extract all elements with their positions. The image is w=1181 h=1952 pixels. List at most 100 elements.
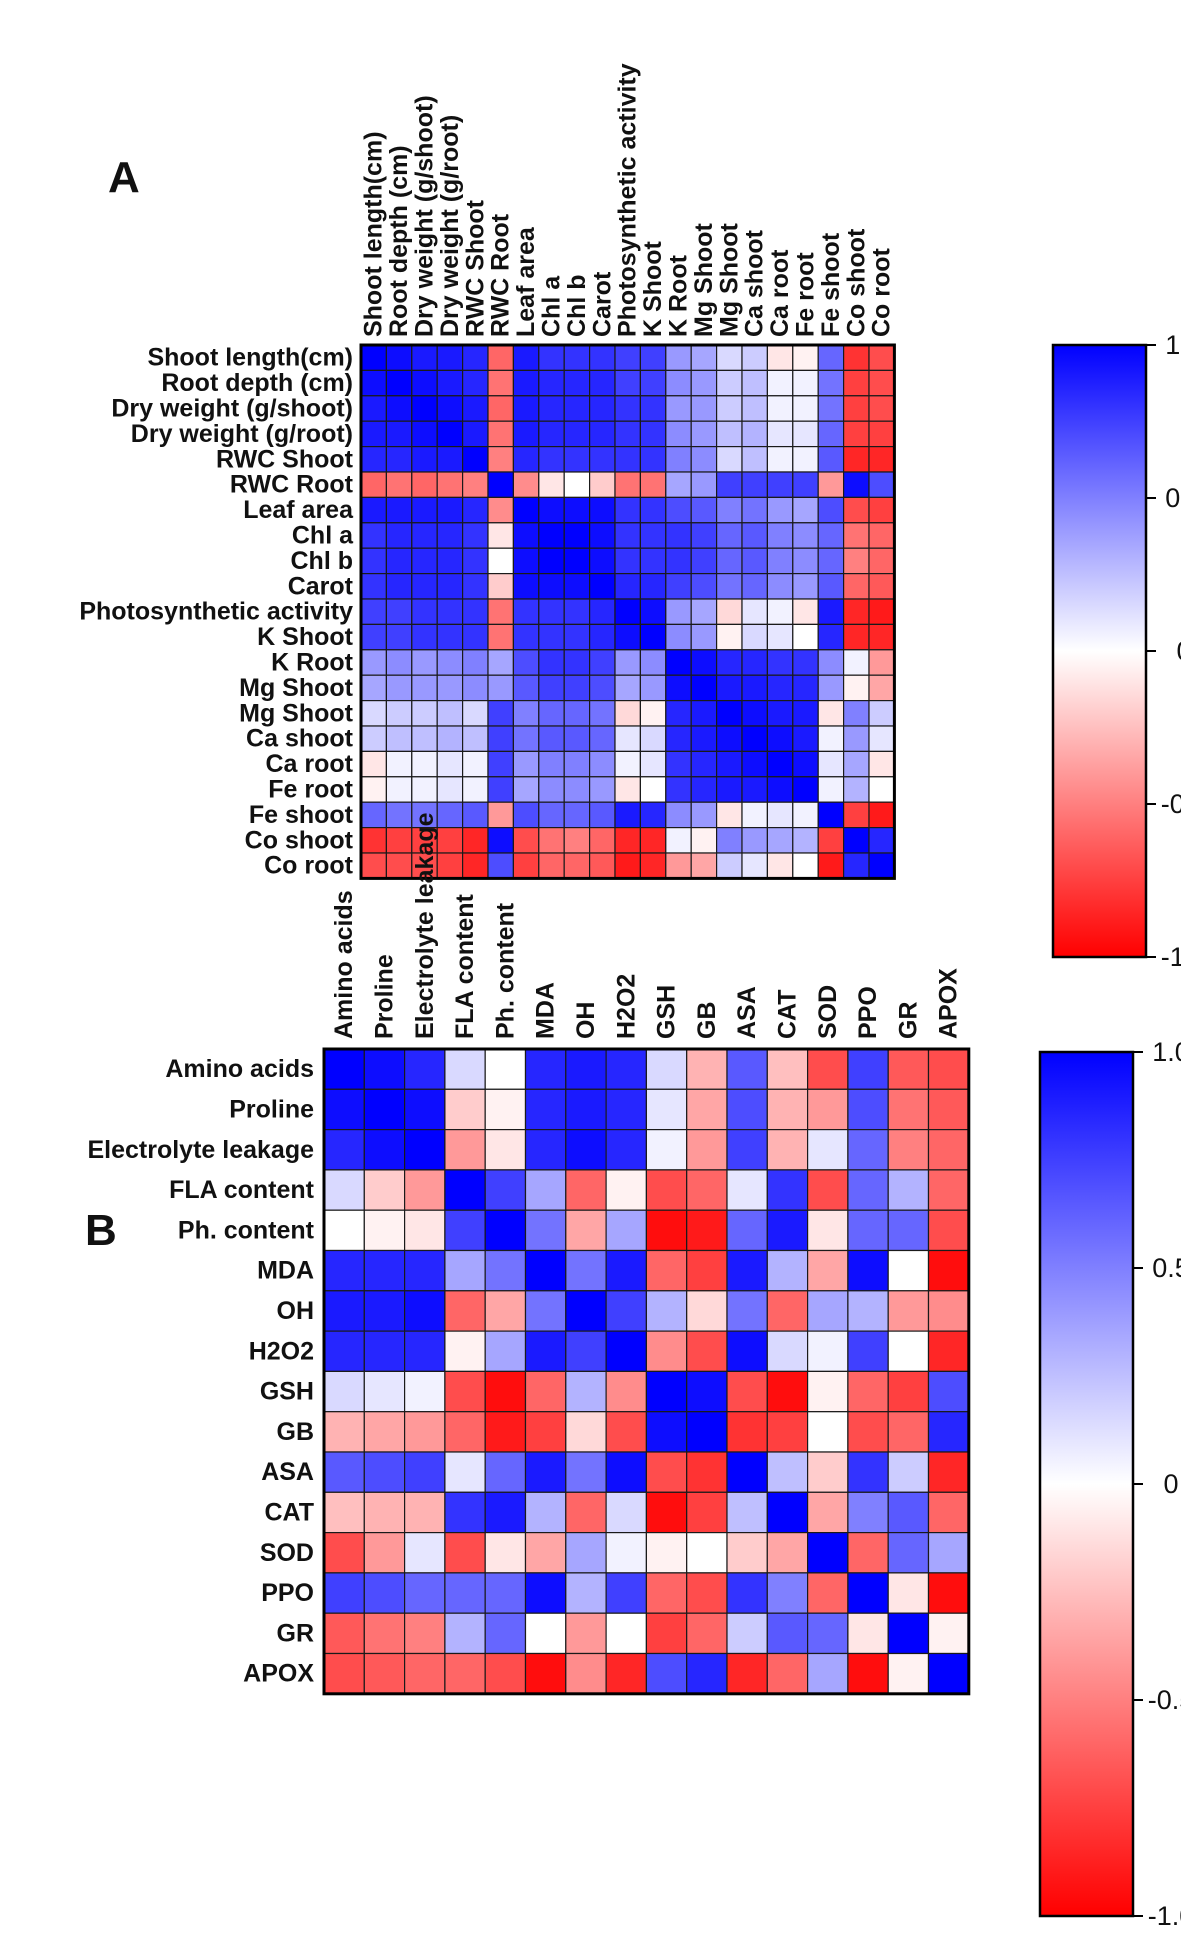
heatmap-cell bbox=[817, 572, 845, 600]
heatmap-cell bbox=[385, 496, 413, 524]
heatmap-cell bbox=[766, 522, 794, 549]
row-label: PPO bbox=[261, 1579, 314, 1607]
heatmap-cell bbox=[404, 1612, 446, 1655]
heatmap-cell bbox=[484, 1048, 527, 1090]
heatmap-cell bbox=[404, 1209, 446, 1252]
column-label: Amino acids bbox=[330, 890, 358, 1039]
heatmap-cell bbox=[614, 852, 641, 879]
row-label: APOX bbox=[243, 1660, 314, 1688]
heatmap-cell bbox=[385, 344, 413, 371]
heatmap-cell bbox=[385, 826, 413, 854]
heatmap-cell bbox=[715, 750, 743, 778]
heatmap-cell bbox=[411, 446, 438, 473]
heatmap-cell bbox=[792, 776, 819, 803]
heatmap-cell bbox=[817, 776, 845, 803]
column-label: H2O2 bbox=[612, 974, 640, 1039]
heatmap-cell bbox=[363, 1048, 406, 1090]
heatmap-cell bbox=[462, 801, 489, 829]
heatmap-cell bbox=[538, 801, 565, 829]
heatmap-cell bbox=[817, 623, 845, 651]
heatmap-cell bbox=[847, 1330, 889, 1372]
heatmap-cell bbox=[436, 674, 464, 702]
heatmap-cell bbox=[360, 446, 387, 473]
heatmap-cell bbox=[726, 1048, 768, 1090]
column-label: Carot bbox=[588, 271, 616, 337]
column-label: Chl a bbox=[538, 275, 566, 337]
heatmap-cell bbox=[715, 801, 743, 829]
row-label: FLA content bbox=[169, 1176, 315, 1204]
heatmap-cell bbox=[588, 801, 616, 829]
heatmap-cell bbox=[806, 1411, 849, 1453]
heatmap-cell bbox=[817, 674, 845, 702]
heatmap-cell bbox=[690, 826, 718, 854]
heatmap-cell bbox=[686, 1088, 728, 1131]
row-label: Fe shoot bbox=[249, 801, 354, 829]
column-label: Dry weight (g/root) bbox=[436, 115, 464, 337]
heatmap-cell bbox=[842, 547, 870, 575]
heatmap-cell bbox=[323, 1249, 365, 1292]
heatmap-cell bbox=[690, 420, 718, 448]
heatmap-cell bbox=[726, 1169, 768, 1211]
column-label: GR bbox=[894, 1002, 922, 1040]
column-label: Fe root bbox=[792, 252, 820, 337]
heatmap-cell bbox=[484, 1088, 527, 1131]
heatmap-cell bbox=[806, 1491, 849, 1534]
row-label: GB bbox=[277, 1418, 315, 1446]
heatmap-cell bbox=[385, 649, 413, 676]
row-label: K Shoot bbox=[257, 623, 353, 651]
heatmap-cell bbox=[385, 420, 413, 448]
column-label: PPO bbox=[854, 986, 882, 1039]
heatmap-cell bbox=[927, 1411, 970, 1453]
column-label: Photosynthetic activity bbox=[614, 63, 642, 337]
row-label: Proline bbox=[229, 1095, 314, 1123]
heatmap-cell bbox=[842, 446, 870, 473]
heatmap-cell bbox=[411, 776, 438, 803]
heatmap-cell bbox=[741, 750, 768, 778]
heatmap-cell bbox=[868, 750, 895, 778]
heatmap-cell bbox=[639, 547, 667, 575]
heatmap-cell bbox=[792, 674, 819, 702]
heatmap-cell bbox=[487, 522, 514, 549]
heatmap-cell bbox=[927, 1290, 970, 1332]
heatmap-cell bbox=[404, 1451, 446, 1493]
heatmap-cell bbox=[927, 1451, 970, 1493]
heatmap-cell bbox=[565, 1169, 607, 1211]
heatmap-cell bbox=[690, 699, 718, 727]
heatmap-cell bbox=[614, 496, 641, 524]
heatmap-cell bbox=[444, 1169, 486, 1211]
heatmap-cell bbox=[411, 471, 438, 498]
heatmap-cell bbox=[588, 623, 616, 651]
heatmap-cell bbox=[411, 420, 438, 448]
heatmap-cell bbox=[690, 725, 718, 752]
row-label: Co shoot bbox=[245, 826, 354, 854]
heatmap-cell bbox=[565, 1572, 607, 1614]
heatmap-cell bbox=[404, 1330, 446, 1372]
heatmap-cell bbox=[565, 1411, 607, 1453]
heatmap-cell bbox=[842, 699, 870, 727]
row-label: OH bbox=[277, 1297, 315, 1325]
heatmap-cell bbox=[792, 649, 819, 676]
heatmap-cell bbox=[927, 1330, 970, 1372]
heatmap-cell bbox=[715, 674, 743, 702]
heatmap-cell bbox=[538, 572, 565, 600]
heatmap-cell bbox=[639, 674, 667, 702]
heatmap-cell bbox=[806, 1330, 849, 1372]
heatmap-cell bbox=[639, 852, 667, 879]
heatmap-cell bbox=[817, 344, 845, 371]
heatmap-cell bbox=[690, 344, 718, 371]
heatmap-cell bbox=[639, 801, 667, 829]
heatmap-cell bbox=[868, 699, 895, 727]
column-label: K Root bbox=[665, 254, 693, 337]
heatmap-cell bbox=[741, 471, 768, 498]
heatmap-cell bbox=[436, 826, 464, 854]
heatmap-cell bbox=[538, 852, 565, 879]
heatmap-cell bbox=[588, 522, 616, 549]
heatmap-cell bbox=[605, 1290, 647, 1332]
heatmap-cell bbox=[766, 1652, 809, 1695]
heatmap-cell bbox=[360, 420, 387, 448]
heatmap-cell bbox=[462, 852, 489, 879]
heatmap-cell bbox=[565, 1612, 607, 1655]
heatmap-cell bbox=[538, 395, 565, 422]
heatmap-cell bbox=[444, 1411, 486, 1453]
